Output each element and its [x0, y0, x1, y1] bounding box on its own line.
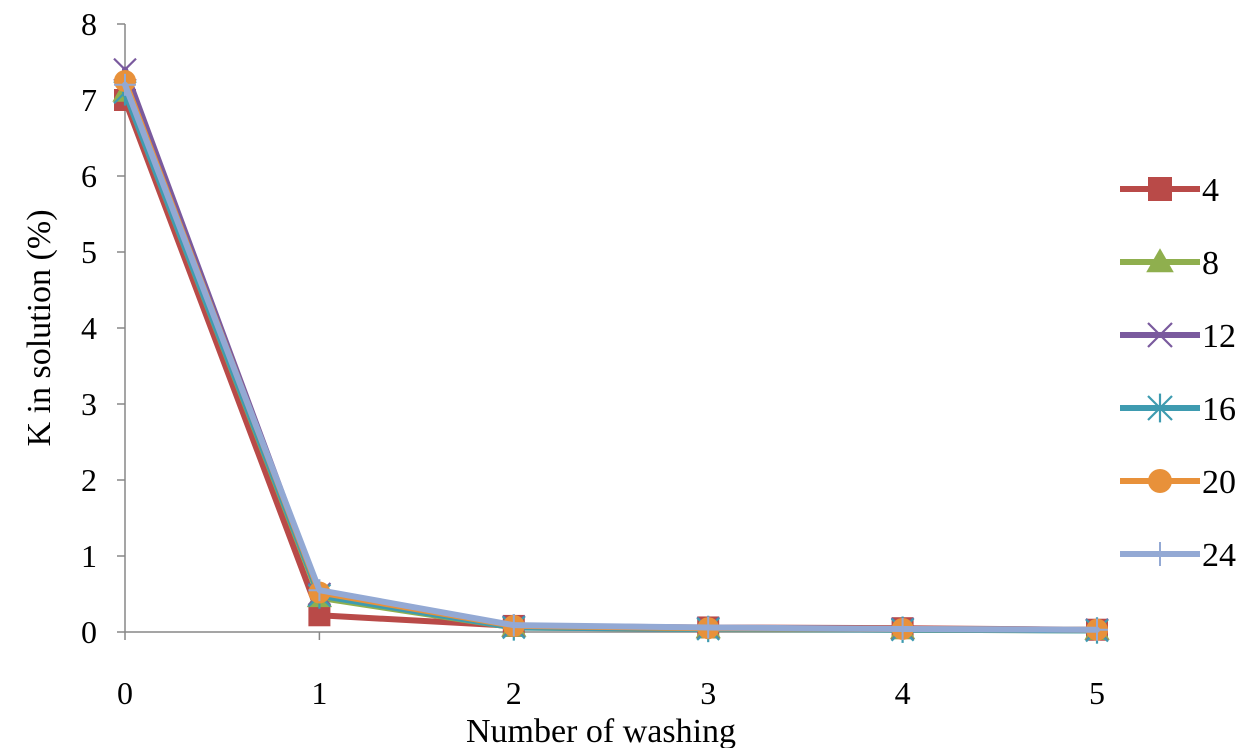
legend-item-8: 8 [1120, 245, 1219, 282]
legend-marker [1147, 322, 1173, 348]
series-8 [112, 79, 1110, 640]
y-tick-label: 7 [81, 82, 97, 118]
y-tick-label: 1 [81, 538, 97, 574]
data-point-24 [697, 616, 720, 639]
series-16 [113, 79, 1109, 644]
series-line-24 [122, 81, 1100, 633]
x-tick-label: 1 [311, 675, 327, 711]
legend-marker [1148, 469, 1172, 493]
x-tick-label: 0 [117, 675, 133, 711]
legend-item-12: 12 [1120, 318, 1236, 355]
legend-marker-stroke [1147, 322, 1173, 348]
x-axis-title: Number of washing [466, 713, 736, 748]
data-point-24 [1086, 618, 1108, 641]
series-group [112, 57, 1110, 644]
series-line-8 [122, 89, 1100, 634]
y-tick-label: 6 [81, 158, 97, 194]
legend-marker [1146, 248, 1174, 273]
y-tick-label: 4 [81, 310, 97, 346]
series-line-4 [122, 97, 1100, 633]
legend-label: 16 [1202, 391, 1236, 428]
legend-item-20: 20 [1120, 464, 1236, 501]
y-tick-label: 5 [81, 234, 97, 270]
legend-label: 24 [1202, 537, 1236, 574]
legend-marker [1148, 177, 1172, 201]
legend-item-4: 4 [1120, 172, 1219, 209]
x-tick-label: 5 [1089, 675, 1105, 711]
series-20 [114, 70, 1108, 641]
legend: 4 8 12 16 20 24 [1120, 172, 1236, 574]
series-4 [114, 89, 1108, 641]
legend-label: 4 [1202, 172, 1219, 209]
legend-marker [1147, 393, 1173, 423]
data-point-24 [891, 617, 914, 640]
data-point-24 [308, 579, 331, 602]
y-tick-label: 0 [81, 614, 97, 650]
y-tick-label: 8 [81, 6, 97, 42]
x-tick-label: 2 [506, 675, 522, 711]
series-24 [114, 73, 1108, 641]
legend-item-16: 16 [1120, 391, 1236, 428]
x-tick-label: 3 [700, 675, 716, 711]
y-axis-title: K in solution (%) [21, 209, 58, 446]
series-line-12 [122, 66, 1100, 633]
legend-label: 20 [1202, 464, 1236, 501]
legend-item-24: 24 [1120, 537, 1236, 574]
legend-label: 8 [1202, 245, 1219, 282]
legend-marker [1148, 542, 1172, 566]
series-line-16 [122, 89, 1100, 634]
x-tick-label: 4 [895, 675, 911, 711]
series-line-20 [122, 78, 1100, 633]
data-point-24 [114, 73, 136, 96]
series-12 [113, 57, 1109, 642]
axes: 0 1 2 3 4 5 6 7 8 0 1 2 3 4 5 [81, 6, 1105, 711]
legend-label: 12 [1202, 318, 1236, 355]
data-point-24 [502, 614, 525, 637]
y-tick-label: 3 [81, 386, 97, 422]
data-point-4 [308, 604, 331, 627]
y-tick-label: 2 [81, 462, 97, 498]
